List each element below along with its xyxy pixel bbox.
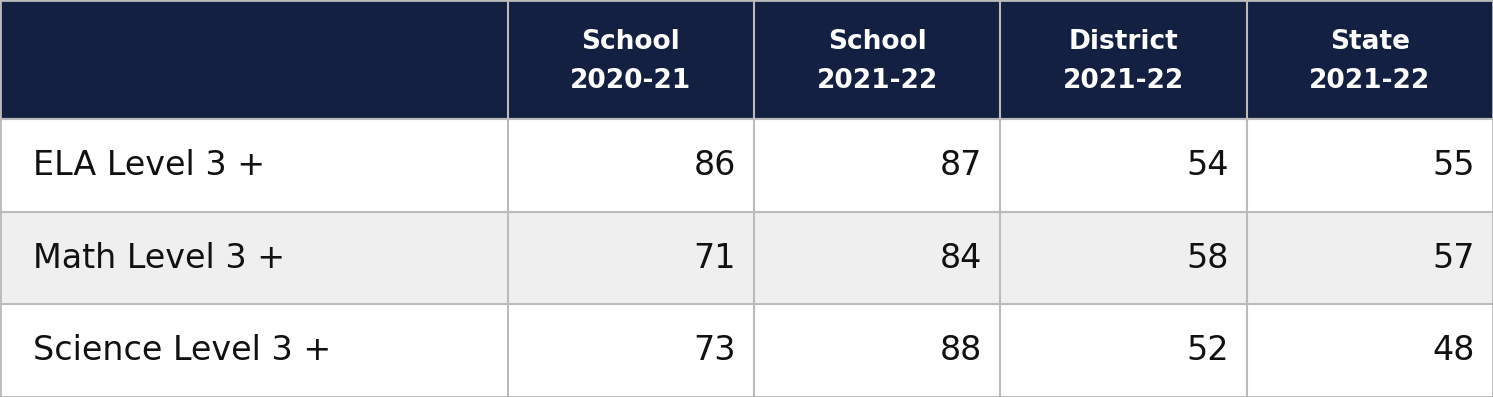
Text: 2020-21: 2020-21 <box>570 68 691 94</box>
Text: Science Level 3 +: Science Level 3 + <box>33 334 331 367</box>
Text: ELA Level 3 +: ELA Level 3 + <box>33 149 264 182</box>
Text: 84: 84 <box>941 241 982 275</box>
Text: 88: 88 <box>941 334 982 367</box>
Text: 52: 52 <box>1185 334 1229 367</box>
Text: School: School <box>827 29 927 55</box>
Text: 57: 57 <box>1433 241 1475 275</box>
Text: 48: 48 <box>1433 334 1475 367</box>
Text: 55: 55 <box>1433 149 1475 182</box>
Text: 73: 73 <box>694 334 736 367</box>
Text: School: School <box>581 29 681 55</box>
Bar <box>0 119 1493 212</box>
Bar <box>0 304 1493 397</box>
Bar <box>0 0 1493 119</box>
Bar <box>0 212 1493 304</box>
Text: 2021-22: 2021-22 <box>1063 68 1184 94</box>
Text: 58: 58 <box>1187 241 1229 275</box>
Text: Math Level 3 +: Math Level 3 + <box>33 241 285 275</box>
Text: District: District <box>1069 29 1178 55</box>
Text: 86: 86 <box>694 149 736 182</box>
Text: 2021-22: 2021-22 <box>1309 68 1430 94</box>
Text: 54: 54 <box>1187 149 1229 182</box>
Text: State: State <box>1330 29 1409 55</box>
Text: 2021-22: 2021-22 <box>817 68 938 94</box>
Text: 71: 71 <box>694 241 736 275</box>
Text: 87: 87 <box>941 149 982 182</box>
